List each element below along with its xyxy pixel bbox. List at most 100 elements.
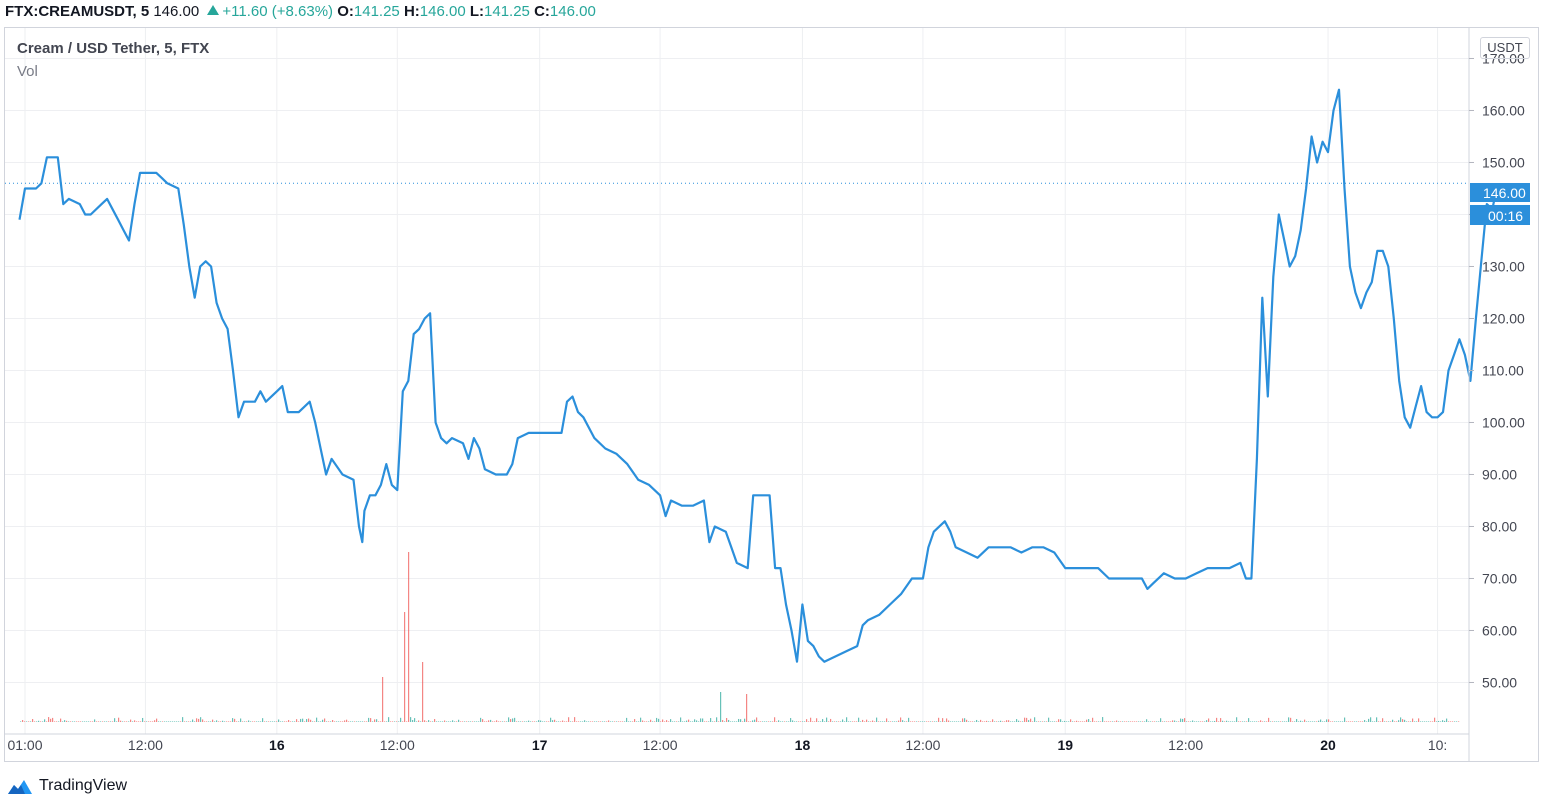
- volume-bar: [128, 721, 130, 722]
- volume-bar: [624, 721, 626, 722]
- volume-bar: [1064, 720, 1066, 722]
- volume-bar: [1320, 719, 1322, 722]
- volume-bar: [936, 721, 938, 722]
- volume-bar: [860, 721, 862, 722]
- volume-bar: [446, 721, 448, 722]
- volume-bar: [368, 717, 370, 722]
- up-triangle-icon: [207, 5, 220, 15]
- volume-bar: [1294, 721, 1296, 722]
- volume-bar: [160, 721, 162, 722]
- volume-bar: [1116, 720, 1118, 722]
- volume-bar: [410, 717, 412, 722]
- volume-legend[interactable]: Vol: [17, 63, 38, 80]
- volume-bar: [1070, 719, 1072, 722]
- volume-bar: [554, 719, 556, 722]
- volume-bar: [500, 721, 502, 722]
- volume-bar: [1406, 721, 1408, 722]
- x-tick-label: 12:00: [380, 737, 415, 753]
- x-tick-label: 20: [1320, 737, 1336, 753]
- volume-bar: [230, 721, 232, 722]
- volume-bar: [750, 721, 752, 722]
- y-tick-label: 150.00: [1482, 154, 1525, 170]
- volume-bar: [220, 721, 222, 722]
- volume-bar: [1100, 721, 1102, 722]
- volume-bar: [586, 721, 588, 722]
- volume-bar: [696, 720, 698, 722]
- volume-bar: [302, 718, 304, 722]
- volume-bar: [1176, 721, 1178, 722]
- volume-bar: [956, 721, 958, 722]
- volume-bar: [892, 721, 894, 722]
- volume-bar: [458, 719, 460, 722]
- volume-bar: [204, 721, 206, 722]
- volume-bar: [246, 721, 248, 722]
- volume-bar: [92, 721, 94, 722]
- volume-bar: [980, 719, 982, 722]
- symbol-name[interactable]: FTX:CREAMUSDT, 5: [5, 3, 150, 20]
- tradingview-brand[interactable]: TradingView: [5, 774, 127, 798]
- volume-bar: [254, 721, 256, 722]
- volume-bar: [1216, 717, 1218, 722]
- volume-bar: [516, 721, 518, 722]
- volume-bar: [854, 721, 856, 722]
- volume-bar: [1440, 721, 1442, 722]
- volume-bar: [600, 721, 602, 722]
- volume-bar: [44, 719, 46, 722]
- volume-bar: [1058, 719, 1060, 722]
- volume-bar: [1012, 721, 1014, 722]
- volume-bar: [564, 721, 566, 722]
- volume-bar: [688, 719, 690, 722]
- volume-bar: [1254, 721, 1256, 722]
- volume-bar: [592, 721, 594, 722]
- volume-bar: [108, 721, 110, 722]
- volume-bar: [642, 720, 644, 722]
- volume-bar: [110, 721, 112, 722]
- volume-bar: [430, 721, 432, 722]
- volume-bar: [74, 721, 76, 722]
- volume-bar: [180, 721, 182, 722]
- volume-bar: [336, 721, 338, 722]
- volume-bar: [732, 721, 734, 722]
- volume-bar: [734, 721, 736, 722]
- volume-bar: [1028, 720, 1030, 722]
- volume-bar: [496, 720, 498, 722]
- volume-bar: [996, 721, 998, 722]
- volume-bar: [1112, 721, 1114, 722]
- volume-bar: [1434, 717, 1436, 722]
- volume-bar: [1458, 721, 1460, 722]
- volume-bar: [978, 721, 980, 722]
- volume-bar: [1390, 721, 1392, 722]
- volume-bar: [198, 718, 200, 722]
- volume-bar: [102, 721, 104, 722]
- volume-bar: [968, 721, 970, 722]
- volume-bar: [614, 721, 616, 722]
- volume-bar: [796, 721, 798, 722]
- volume-bar: [744, 718, 746, 722]
- volume-bar: [1410, 721, 1412, 722]
- volume-bar: [662, 719, 664, 722]
- volume-bar: [1430, 721, 1432, 722]
- volume-bar: [244, 721, 246, 722]
- close-label: C:: [534, 3, 550, 20]
- volume-bar: [490, 719, 492, 722]
- volume-bar: [536, 721, 538, 722]
- volume-bar: [78, 721, 80, 722]
- volume-bar: [142, 717, 144, 722]
- currency-button[interactable]: USDT: [1480, 37, 1530, 59]
- volume-bar: [208, 721, 210, 722]
- volume-bar: [1270, 721, 1272, 722]
- volume-bar: [1170, 721, 1172, 722]
- volume-bar: [452, 720, 454, 722]
- volume-bar: [1174, 720, 1176, 722]
- volume-bar: [714, 721, 716, 722]
- volume-bar: [1324, 721, 1326, 722]
- volume-bar: [146, 721, 148, 722]
- chart-legend-title[interactable]: Cream / USD Tether, 5, FTX: [17, 40, 210, 57]
- volume-bar: [372, 721, 374, 722]
- volume-bar: [472, 721, 474, 722]
- volume-bar: [830, 718, 832, 722]
- volume-bar: [316, 717, 318, 722]
- volume-bar: [1078, 721, 1080, 722]
- volume-bar: [284, 721, 286, 722]
